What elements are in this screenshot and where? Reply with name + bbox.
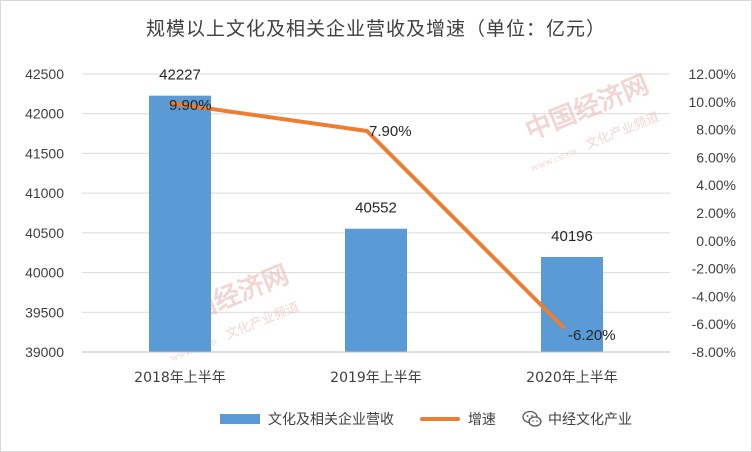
line-data-label: 7.90%: [369, 123, 412, 140]
legend-bar-swatch: [220, 414, 260, 424]
left-axis-tick-label: 41000: [25, 185, 64, 201]
legend: 文化及相关企业营收 增速 中经文化产业: [220, 408, 632, 430]
bar-data-label: 40552: [355, 200, 397, 217]
line-data-label: 9.90%: [169, 97, 212, 114]
left-axis-tick-label: 40000: [25, 265, 64, 281]
brand-label: 中经文化产业: [548, 412, 632, 428]
legend-item-revenue: 文化及相关企业营收: [220, 409, 394, 429]
line-point: [169, 101, 173, 106]
right-axis-tick-label: -6.00%: [692, 316, 736, 332]
right-axis-tick-label: 0.00%: [696, 233, 736, 249]
line-point: [365, 128, 369, 133]
bar: [345, 228, 407, 352]
right-axis-tick-label: 10.00%: [689, 94, 736, 110]
category-label: 2019年上半年: [330, 370, 422, 386]
line-point: [561, 324, 565, 329]
right-axis-tick-label: -2.00%: [692, 261, 736, 277]
legend-line-swatch: [420, 417, 460, 421]
category-label: 2020年上半年: [526, 370, 618, 386]
right-axis-tick-label: 8.00%: [696, 122, 736, 138]
left-axis-tick-label: 41500: [25, 145, 64, 161]
right-axis-tick-label: 12.00%: [689, 66, 736, 82]
right-axis-tick-label: 6.00%: [696, 149, 736, 165]
bar-data-label: 40196: [551, 228, 593, 245]
chart-title: 规模以上文化及相关企业营收及增速（单位：亿元）: [145, 18, 606, 40]
left-axis-tick-label: 39500: [25, 304, 64, 320]
bar: [149, 95, 211, 353]
left-axis-tick-label: 42000: [25, 106, 64, 122]
left-axis-tick-label: 40500: [25, 225, 64, 241]
line-data-label: -6.20%: [568, 327, 616, 344]
left-axis-tick-label: 39000: [25, 344, 64, 360]
right-axis-tick-label: -4.00%: [692, 288, 736, 304]
right-axis-tick-label: -8.00%: [692, 344, 736, 360]
category-label: 2018年上半年: [134, 370, 226, 386]
legend-item-growth: 增速: [420, 409, 496, 429]
legend-revenue-label: 文化及相关企业营收: [268, 412, 394, 428]
legend-growth-label: 增速: [468, 412, 496, 428]
brand-logo: 中经文化产业: [522, 409, 632, 429]
watermark-url: www.ce.cn: [529, 147, 578, 175]
bar-data-label: 42227: [159, 67, 201, 84]
wechat-icon: [522, 410, 542, 427]
left-axis-tick-label: 42500: [25, 66, 64, 82]
bar: [541, 257, 603, 352]
right-axis-tick-label: 4.00%: [696, 177, 736, 193]
right-axis-tick-label: 2.00%: [696, 205, 736, 221]
